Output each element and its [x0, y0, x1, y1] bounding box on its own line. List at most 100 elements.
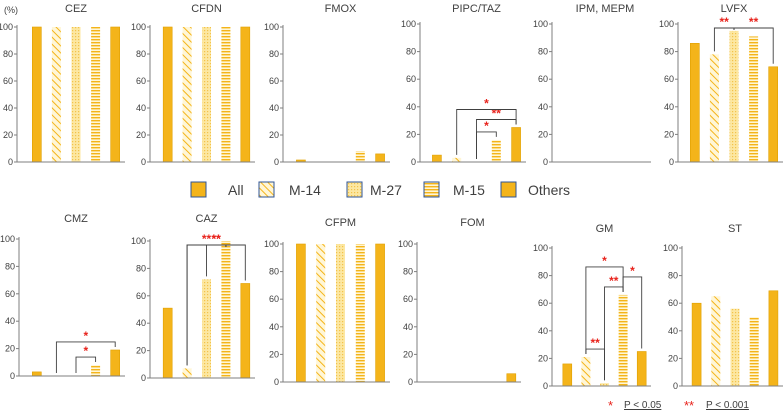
bar-others	[240, 283, 251, 379]
chart-panel-fom: FOM 0 20 40 60 80 100	[398, 217, 521, 387]
bar-all	[31, 371, 42, 377]
bar-m-14	[581, 357, 591, 386]
y-tick-label: 80	[538, 47, 548, 57]
y-tick-label: 20	[538, 129, 548, 139]
chart-title-ipm-mepm: IPM, MEPM	[576, 3, 635, 15]
y-tick-label: 20	[269, 349, 279, 359]
significance-bracket	[585, 266, 624, 355]
y-tick-label: 100	[131, 236, 146, 246]
legend-swatch-m15	[423, 181, 440, 198]
legend-label-m15: M-15	[453, 182, 485, 198]
bar-m-15	[221, 27, 231, 162]
y-tick-label: 100	[533, 243, 548, 253]
y-tick-label: 60	[5, 289, 15, 299]
y-tick-label: 60	[3, 76, 13, 86]
legend-item-others: Others	[500, 181, 570, 198]
chart-panel-cfpm: CFPM 0 20 40 60 80 100	[264, 217, 390, 387]
y-unit-label: (%)	[4, 5, 18, 15]
y-tick-label: 80	[668, 271, 678, 281]
y-tick-label: 40	[668, 326, 678, 336]
y-tick-label: 0	[543, 381, 548, 391]
bar-m-14	[709, 54, 719, 162]
significance-label: *	[602, 254, 607, 268]
y-tick-label: 100	[0, 22, 13, 32]
legend-swatch-m27	[346, 181, 363, 198]
significance-footnote: * P < 0.05 ** P < 0.001	[608, 398, 749, 413]
significance-label: *	[484, 97, 489, 111]
significance-label: **	[609, 274, 619, 288]
y-tick-label: 80	[3, 49, 13, 59]
footnote-text-p001: P < 0.001	[706, 400, 749, 411]
legend-item-all: All	[190, 181, 244, 198]
y-tick-label: 80	[538, 271, 548, 281]
significance-bracket	[55, 341, 116, 373]
y-tick-label: 40	[3, 103, 13, 113]
y-tick-label: 20	[664, 129, 674, 139]
bar-others	[768, 290, 779, 387]
bar-others	[511, 127, 521, 163]
significance-label: **	[212, 232, 222, 246]
bar-m-14	[51, 27, 61, 162]
bar-all	[162, 307, 173, 379]
legend-swatch-m14	[258, 181, 275, 198]
bar-m-15	[221, 241, 231, 378]
y-tick-label: 100	[0, 234, 15, 244]
y-tick-label: 0	[543, 157, 548, 167]
legend-label-others: Others	[528, 182, 570, 198]
bar-m-14	[711, 296, 721, 386]
significance-label: *	[83, 329, 88, 343]
bar-all	[562, 363, 573, 387]
y-tick-label: 80	[403, 267, 413, 277]
chart-panel-cfdn: CFDN 0 20 40 60 80 100	[131, 3, 255, 167]
chart-panel-cez: CEZ 0 20 40 60 80 100	[0, 3, 125, 167]
chart-title-lvfx: LVFX	[721, 3, 748, 15]
significance-bracket	[733, 27, 774, 64]
y-tick-label: 40	[5, 316, 15, 326]
y-tick-label: 60	[538, 74, 548, 84]
y-tick-label: 0	[274, 157, 279, 167]
legend-item-m27: M-27	[346, 181, 402, 198]
chart-panel-ipm-mepm: IPM, MEPM 0 20 40 60 80 100	[533, 3, 651, 167]
y-tick-label: 20	[5, 344, 15, 354]
bar-m-15	[749, 317, 759, 386]
bar-m-15	[91, 365, 101, 376]
y-tick-label: 40	[538, 326, 548, 336]
footnote-text-p05: P < 0.05	[624, 400, 662, 411]
bar-m-14	[316, 244, 326, 382]
y-tick-label: 100	[398, 239, 413, 249]
bar-all	[432, 154, 442, 163]
y-tick-label: 100	[264, 22, 279, 32]
chart-panel-fmox: FMOX 0 20 40 60 80 100	[264, 3, 390, 167]
y-tick-label: 100	[659, 19, 674, 29]
y-tick-label: 40	[136, 318, 146, 328]
y-tick-label: 60	[538, 298, 548, 308]
y-tick-label: 0	[411, 157, 416, 167]
chart-title-pipc-taz: PIPC/TAZ	[452, 3, 501, 15]
y-tick-label: 100	[264, 239, 279, 249]
y-tick-label: 20	[269, 130, 279, 140]
y-tick-label: 80	[136, 263, 146, 273]
bar-m-27	[202, 27, 211, 162]
bar-others	[375, 153, 385, 163]
bar-m-27	[71, 27, 81, 162]
significance-label: **	[591, 336, 601, 350]
y-tick-label: 20	[136, 130, 146, 140]
y-tick-label: 100	[533, 19, 548, 29]
legend-label-m14: M-14	[289, 182, 321, 198]
chart-title-cmz: CMZ	[64, 213, 88, 225]
bar-m-27	[202, 279, 211, 378]
y-tick-label: 20	[668, 353, 678, 363]
y-tick-label: 80	[664, 47, 674, 57]
bar-others	[110, 349, 120, 377]
y-tick-label: 100	[401, 19, 416, 29]
bar-m-15	[355, 244, 365, 382]
legend-item-m15: M-15	[423, 181, 485, 198]
y-tick-label: 80	[269, 267, 279, 277]
chart-title-gm: GM	[596, 223, 614, 235]
y-tick-label: 100	[663, 243, 678, 253]
bar-m-15	[355, 151, 365, 162]
bar-others	[636, 351, 647, 387]
bar-others	[768, 66, 779, 163]
significance-label: **	[749, 15, 759, 29]
